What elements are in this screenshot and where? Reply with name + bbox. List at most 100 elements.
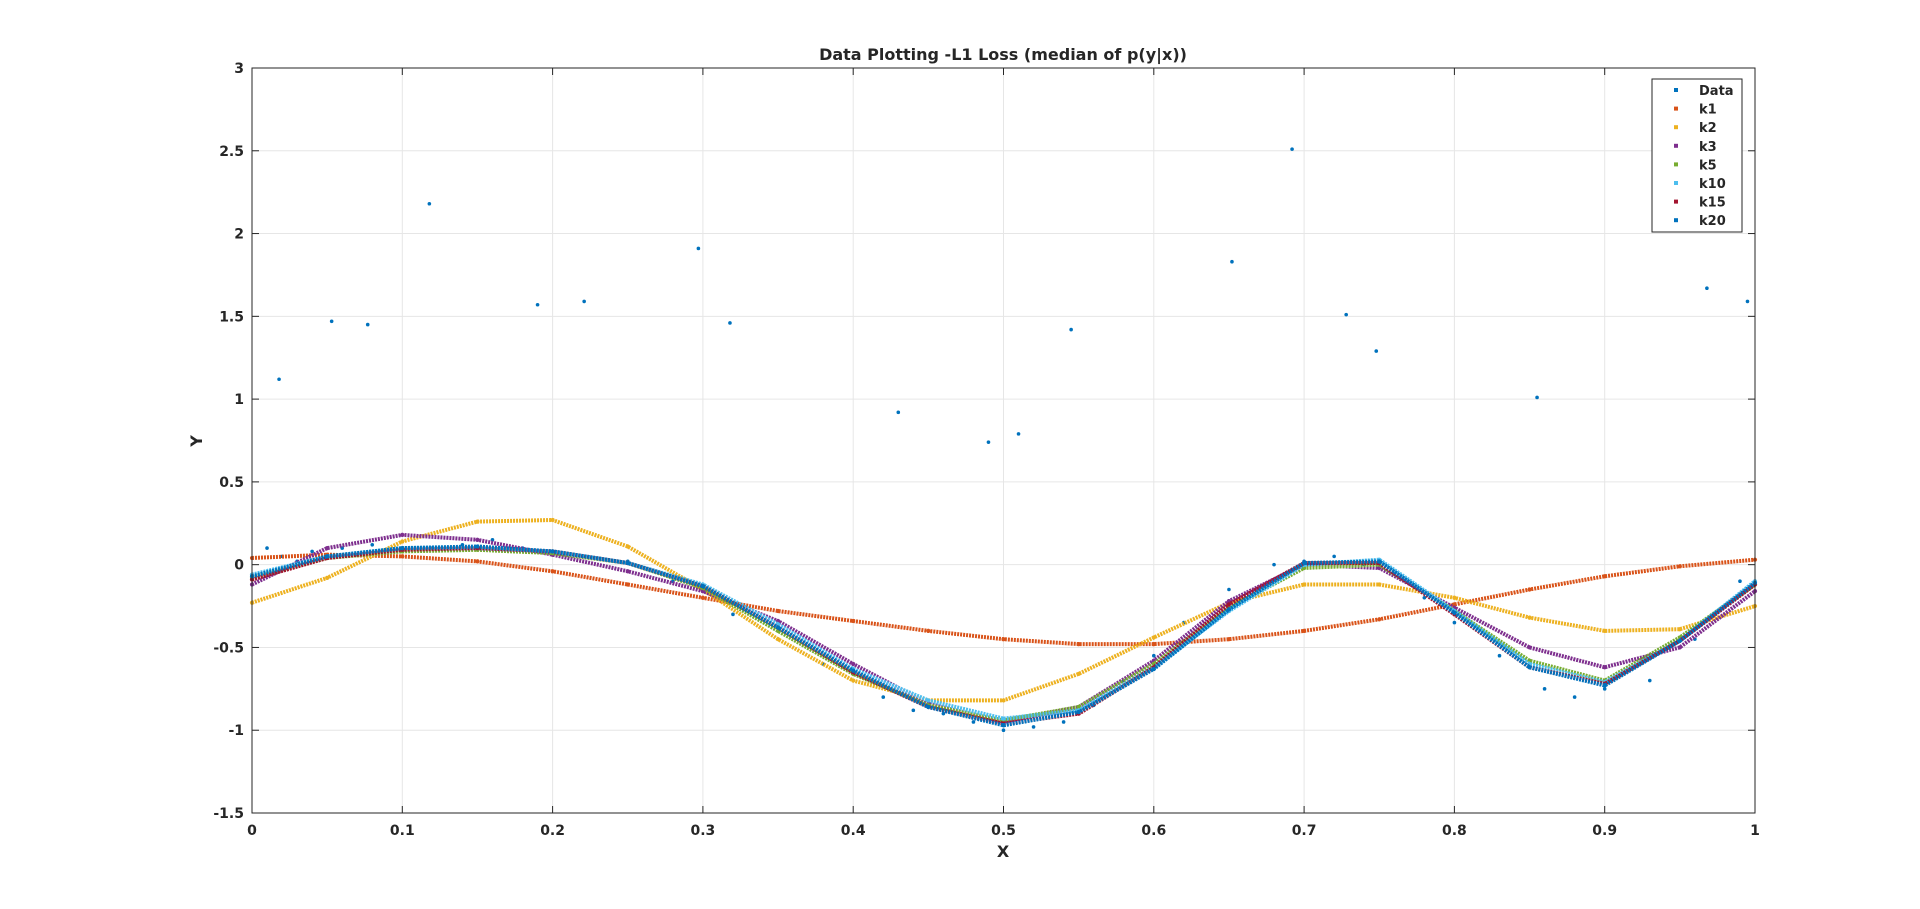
legend-marker xyxy=(1674,125,1678,130)
data-point xyxy=(625,544,630,549)
data-point xyxy=(475,519,480,524)
legend-marker xyxy=(1674,199,1678,204)
data-point xyxy=(1527,587,1532,592)
data-point xyxy=(1572,695,1577,699)
data-point xyxy=(475,559,480,564)
data-point xyxy=(1290,147,1294,151)
x-axis-label: X xyxy=(997,842,1010,861)
data-point xyxy=(1527,665,1532,670)
data-point xyxy=(1001,637,1006,642)
data-point xyxy=(1226,637,1232,642)
legend-entry: k15 xyxy=(1699,196,1726,211)
data-point xyxy=(911,708,916,713)
data-point xyxy=(926,628,931,633)
y-axis-label: Y xyxy=(187,435,206,448)
data-point xyxy=(1151,642,1156,647)
data-point xyxy=(475,537,480,542)
data-point xyxy=(550,569,555,574)
tick-marks xyxy=(251,67,1756,814)
x-tick-label: 0.1 xyxy=(390,823,415,839)
data-point xyxy=(1452,620,1457,625)
data-point xyxy=(1016,432,1021,436)
data-point xyxy=(1602,665,1607,670)
data-point xyxy=(1647,678,1652,683)
data-point xyxy=(475,544,480,549)
data-point xyxy=(1076,704,1081,710)
data-point xyxy=(1151,635,1156,640)
legend: Data k1 k2 k3 k5 k10 k15 k20 xyxy=(1651,78,1743,233)
data-point xyxy=(1374,349,1379,353)
x-tick-label: 0.2 xyxy=(540,823,565,839)
data-point xyxy=(325,575,330,581)
data-point xyxy=(400,539,405,544)
x-tick-label: 0.5 xyxy=(991,823,1016,839)
legend-marker xyxy=(1674,106,1678,111)
data-point xyxy=(550,517,555,523)
x-tick-label: 0.6 xyxy=(1141,823,1166,839)
data-point xyxy=(1745,299,1750,304)
legend-marker xyxy=(1674,218,1678,223)
data-point xyxy=(625,569,630,574)
data-point xyxy=(1452,610,1457,615)
data-point xyxy=(1001,723,1006,728)
x-tick-label: 0.8 xyxy=(1442,823,1467,839)
data-point xyxy=(1602,574,1607,579)
data-point xyxy=(400,532,405,537)
data-point xyxy=(1061,720,1066,724)
legend-entry: k1 xyxy=(1699,103,1717,118)
series-k2 xyxy=(249,517,1758,703)
data-point xyxy=(427,201,432,206)
data-point xyxy=(1344,312,1348,317)
data-point xyxy=(325,554,330,559)
data-point xyxy=(365,322,370,327)
y-tick-label: 3 xyxy=(234,61,244,77)
data-point xyxy=(1527,645,1532,650)
legend-entry: k5 xyxy=(1699,158,1717,173)
data-point xyxy=(1535,395,1539,400)
data-point xyxy=(1377,617,1382,622)
data-point xyxy=(775,608,781,614)
data-point xyxy=(1302,560,1307,566)
data-point xyxy=(1302,582,1307,587)
data-point xyxy=(1677,645,1682,650)
data-point xyxy=(700,584,706,589)
data-point xyxy=(986,440,991,444)
legend-box xyxy=(1651,78,1743,233)
data-point xyxy=(926,704,931,710)
data-point xyxy=(1602,687,1607,691)
series-k1 xyxy=(249,552,1758,647)
series-k20 xyxy=(249,544,1758,728)
data-point xyxy=(535,302,540,307)
data-point xyxy=(1227,587,1231,592)
legend-marker xyxy=(1674,181,1678,185)
data-point xyxy=(1069,327,1073,332)
data-point xyxy=(400,546,405,551)
legend-marker xyxy=(1674,88,1678,92)
data-point xyxy=(1152,653,1156,658)
x-tick-label: 0.3 xyxy=(690,823,715,839)
data-point xyxy=(775,625,781,630)
data-point xyxy=(1076,671,1081,677)
data-point xyxy=(941,711,946,716)
data-point xyxy=(625,582,630,587)
y-tick-label: -1.5 xyxy=(213,806,244,822)
data-point xyxy=(1226,598,1232,604)
series-layer xyxy=(249,147,1758,733)
x-tick-label: 0.4 xyxy=(841,823,866,839)
data-point xyxy=(329,319,334,324)
data-point xyxy=(1001,728,1006,733)
legend-entry: k2 xyxy=(1699,121,1717,136)
data-point xyxy=(265,546,269,550)
y-tick-label: 2 xyxy=(234,227,244,243)
legend-entry: k3 xyxy=(1699,140,1717,155)
data-point xyxy=(310,549,314,554)
data-point xyxy=(1452,602,1457,607)
data-point xyxy=(1377,559,1382,564)
data-point xyxy=(550,549,555,554)
data-point xyxy=(728,321,732,325)
data-point xyxy=(851,678,856,683)
data-point xyxy=(851,668,856,673)
data-point xyxy=(851,618,856,624)
x-tick-label: 0.9 xyxy=(1592,823,1617,839)
